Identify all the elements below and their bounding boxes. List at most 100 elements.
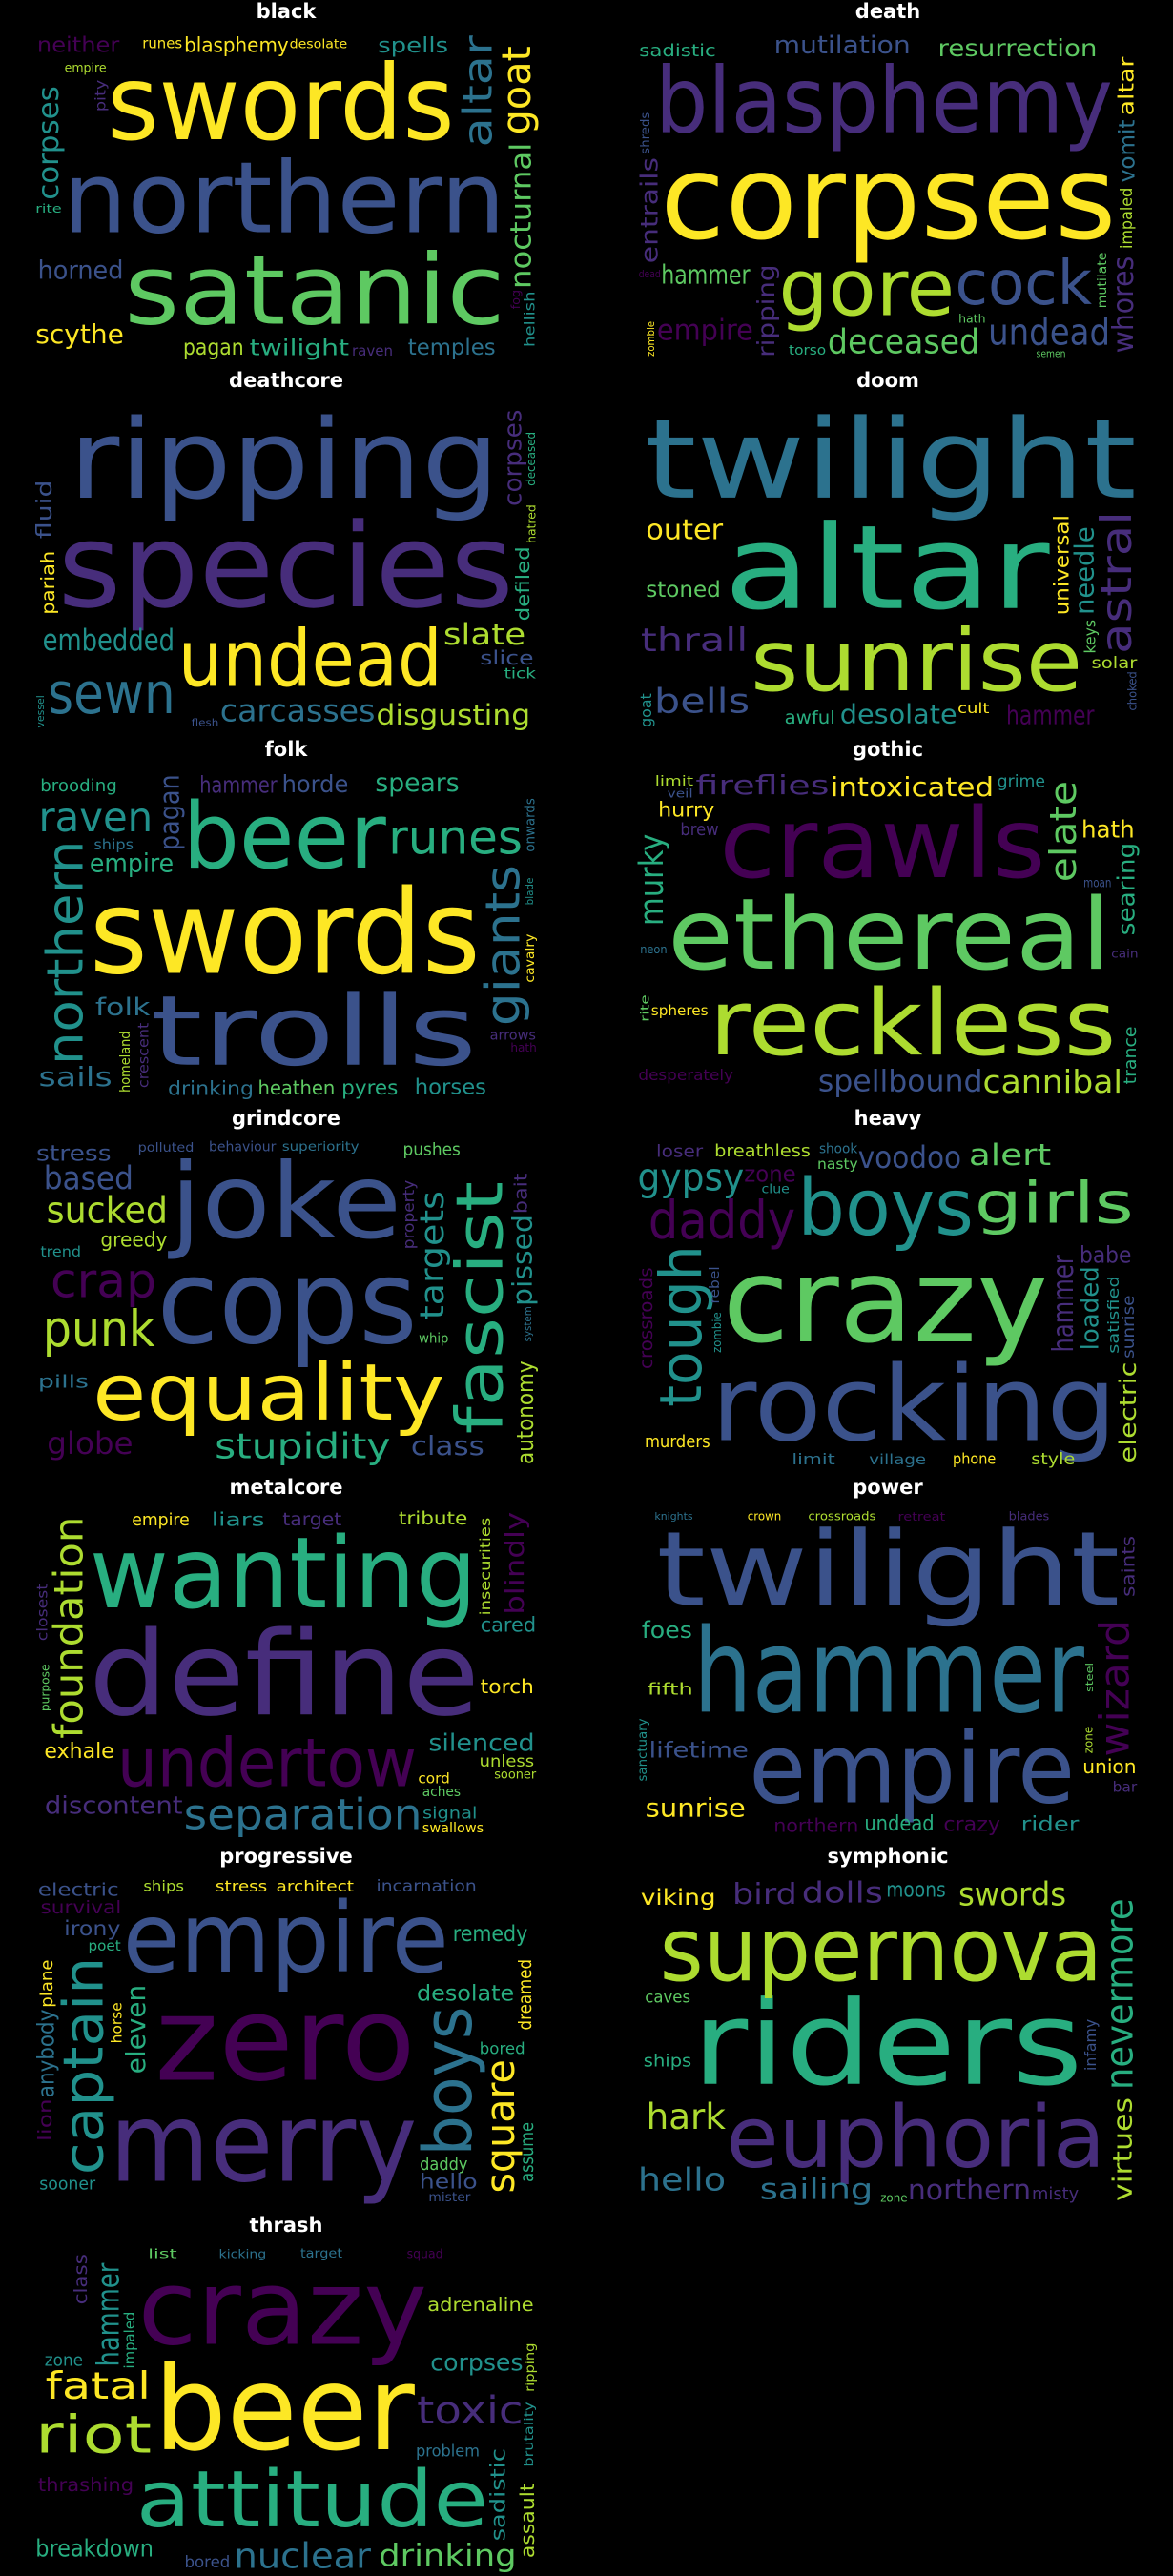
word-sucked: sucked [47, 1190, 168, 1232]
wordcloud-canvas: swords trolls beer northern runes raven giants… [33, 770, 539, 1099]
word-boys: boys [409, 2006, 487, 2156]
word-altar: altar [455, 34, 502, 147]
wordcloud-canvas: define wanting undertow separation disconten… [33, 1508, 539, 1837]
word-dolls: dolls [802, 1877, 883, 1911]
word-slate: slate [443, 618, 525, 652]
word-hello: hello [420, 2170, 478, 2194]
panel-title: black [256, 0, 317, 23]
word-giants: giants [475, 865, 531, 1026]
wordcloud-panel-black: black northern swords satanic nocturnal twili… [33, 0, 539, 362]
word-breakdown: breakdown [35, 2534, 154, 2562]
word-assume: assume [518, 2122, 538, 2182]
wordcloud-canvas: beer crazy attitude toxic nuclear riot fatal dr… [33, 2246, 539, 2575]
word-desolate: desolate [290, 37, 348, 52]
word-spears: spears [375, 770, 459, 798]
word-pushes: pushes [403, 1140, 461, 1160]
word-crawls: crawls [719, 788, 1045, 901]
word-northern: northern [908, 2174, 1031, 2206]
wordcloud-panel-doom: doom altar twilight sunrise thrall astral bell… [635, 369, 1141, 731]
word-foes: foes [642, 1617, 692, 1644]
word-bar: bar [1113, 1779, 1138, 1796]
word-species: species [58, 499, 514, 634]
word-desolate: desolate [840, 700, 957, 729]
word-tribute: tribute [399, 1509, 467, 1529]
word-liars: liars [212, 1509, 265, 1531]
wordcloud-panel-deathcore: deathcore species ripping undead sewn corpses… [33, 369, 539, 731]
word-captain: captain [51, 1957, 116, 2175]
word-brutality: brutality [522, 2402, 537, 2466]
word-rite: rite [35, 202, 62, 215]
word-system: system [522, 1306, 534, 1341]
word-joke: joke [168, 1141, 401, 1262]
word-runes: runes [142, 35, 182, 52]
word-rebel: rebel [708, 1266, 723, 1303]
word-defiled: defiled [512, 546, 534, 621]
word-solar: solar [1092, 654, 1139, 673]
word-drinking: drinking [379, 2538, 516, 2574]
word-dreamed: dreamed [515, 1959, 536, 2031]
word-zone: zone [1080, 1727, 1095, 1754]
word-square: square [477, 2059, 524, 2194]
word-daddy: daddy [420, 2155, 468, 2175]
word-brew: brew [680, 820, 718, 840]
word-whores: whores [1107, 256, 1141, 354]
word-crown: crown [748, 1508, 782, 1523]
word-spells: spells [378, 34, 448, 58]
word-empire: empire [90, 850, 174, 879]
word-hammer: hammer [199, 771, 278, 799]
word-signal: signal [422, 1805, 477, 1824]
wordcloud-panel-folk: folk swords trolls beer northern runes raven gi… [33, 738, 539, 1100]
word-northern: northern [62, 142, 505, 256]
word-outer: outer [646, 514, 723, 546]
word-cock: cock [956, 249, 1093, 319]
word-crazy: crazy [723, 1234, 1049, 1369]
word-desperately: desperately [638, 1066, 733, 1084]
word-crossroads: crossroads [636, 1267, 657, 1369]
word-blades: blades [1009, 1509, 1050, 1523]
word-cannibal: cannibal [983, 1064, 1123, 1099]
word-fascist: fascist [442, 1181, 517, 1434]
word-cavalry: cavalry [524, 933, 538, 982]
word-daddy: daddy [648, 1190, 795, 1251]
word-foundation: foundation [46, 1517, 93, 1739]
word-hurry: hurry [658, 798, 714, 822]
word-slice: slice [480, 646, 533, 669]
word-pity: pity [92, 79, 109, 112]
word-based: based [44, 1160, 134, 1197]
word-grime: grime [998, 771, 1045, 791]
word-closest: closest [34, 1584, 51, 1641]
word-trolls: trolls [151, 976, 477, 1089]
word-pissed: pissed [507, 1215, 539, 1306]
word-nevermore: nevermore [1099, 1898, 1142, 2090]
word-separation: separation [184, 1790, 422, 1837]
word-nocturnal: nocturnal [505, 143, 539, 289]
word-blade: blade [525, 878, 536, 906]
word-sewn: sewn [48, 662, 175, 727]
word-polluted: polluted [138, 1141, 195, 1155]
word-corpses: corpses [33, 86, 66, 200]
word-fog: fog [509, 290, 523, 309]
word-riot: riot [35, 2403, 152, 2464]
wordcloud-canvas: species ripping undead sewn corpses carcasses… [33, 401, 539, 730]
word-horde: horde [282, 770, 349, 798]
panel-title: progressive [219, 1845, 353, 1868]
word-corpses: corpses [430, 2349, 523, 2377]
word-veil: veil [668, 787, 693, 801]
word-hellish: hellish [522, 291, 539, 347]
word-whip: whip [419, 1331, 448, 1346]
word-wanting: wanting [90, 1517, 478, 1631]
word-poet: poet [89, 1937, 121, 1954]
word-infamy: infamy [1081, 2018, 1100, 2071]
word-sailing: sailing [760, 2173, 873, 2206]
wordcloud-panel-death: death corpses blasphemy gore cock entrails rip… [635, 0, 1141, 362]
word-riders: riders [692, 1976, 1083, 2112]
word-gypsy: gypsy [638, 1155, 745, 1199]
word-bored: bored [480, 2040, 525, 2059]
word-electric: electric [1115, 1362, 1141, 1463]
word-hark: hark [647, 2096, 727, 2137]
word-sunrise: sunrise [1119, 1296, 1138, 1359]
word-homeland: homeland [118, 1032, 134, 1093]
